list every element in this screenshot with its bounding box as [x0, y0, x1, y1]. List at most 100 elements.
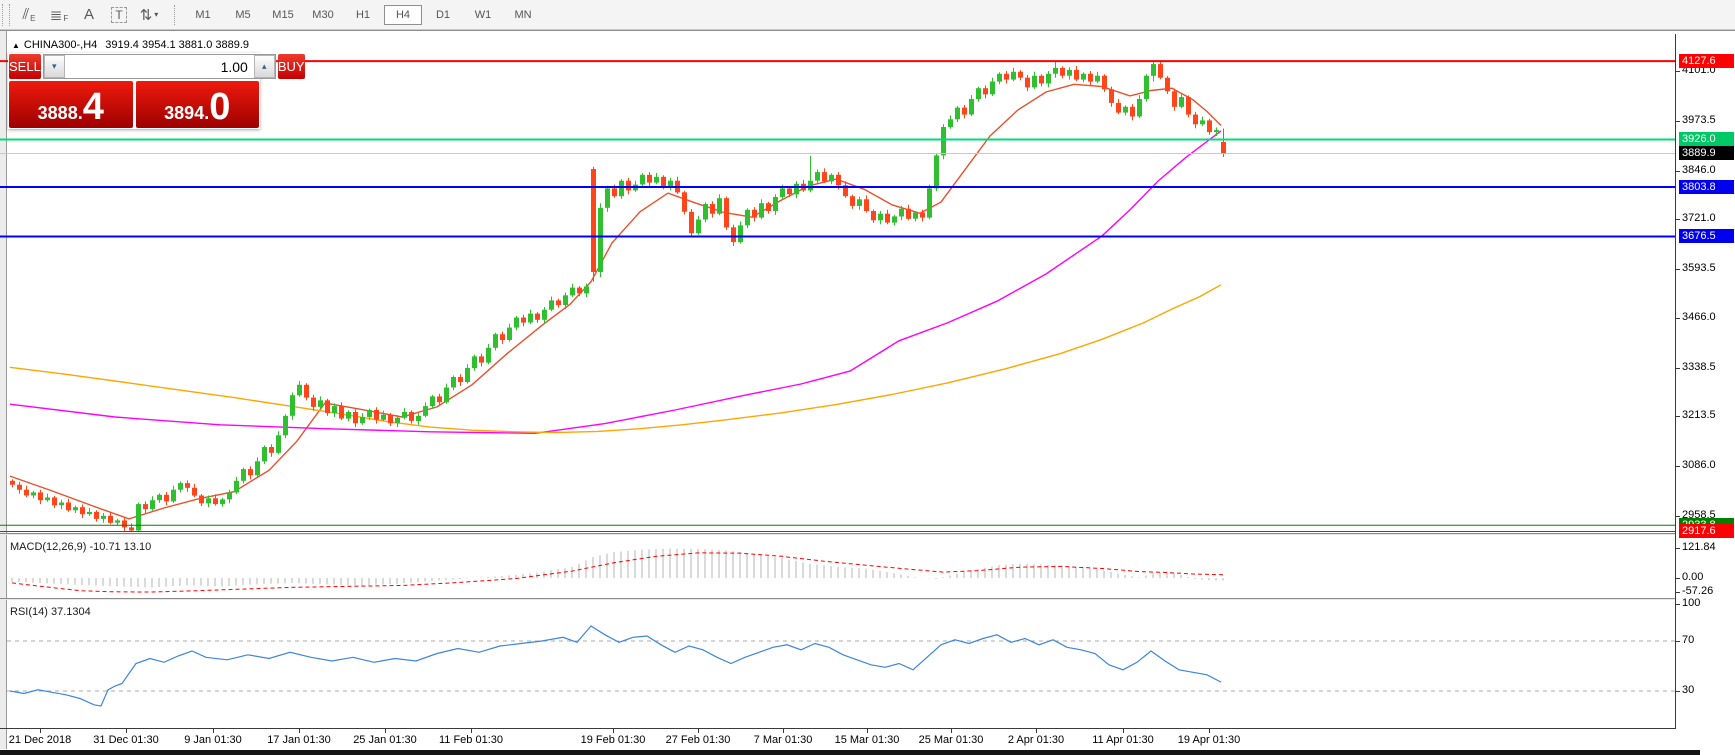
buy-button[interactable]: BUY [277, 54, 305, 79]
price-tick-label: 3973.5 [1682, 114, 1716, 126]
price-tick [1676, 269, 1680, 270]
price-tick [1676, 368, 1680, 369]
price-tick-label: 3593.5 [1682, 262, 1716, 274]
timeframe-button-H4[interactable]: H4 [384, 4, 422, 25]
price-tick [1676, 171, 1680, 172]
price-line-badge: 4127.6 [1679, 54, 1734, 68]
icon-subscript: E [30, 14, 36, 23]
date-label: 27 Feb 01:30 [665, 734, 731, 746]
caret-up-icon: ▴ [262, 61, 267, 71]
price-tick-label: 3466.0 [1682, 311, 1716, 323]
macd-pane-label: MACD(12,26,9) -10.71 13.10 [10, 541, 152, 553]
macd-histogram-layer [11, 548, 1224, 588]
date-tick [1123, 729, 1124, 733]
timeframe-button-M5[interactable]: M5 [235, 8, 251, 21]
timeframe-button-MN[interactable]: MN [514, 8, 532, 21]
date-tick [613, 729, 614, 733]
date-tick [385, 729, 386, 733]
collapse-triangle-icon[interactable]: ▲ [12, 41, 20, 50]
buy-price-display[interactable]: 3894. 0 [135, 81, 259, 128]
date-tick [1209, 729, 1210, 733]
sell-button[interactable]: SELL [9, 54, 41, 79]
date-tick [783, 729, 784, 733]
rsi-tick [1676, 691, 1680, 692]
slow-ma-line [9, 284, 1222, 434]
sell-price-display[interactable]: 3888. 4 [9, 81, 133, 128]
price-tick [1676, 71, 1680, 72]
arrange-arrows-icon[interactable]: ⇅ ▾ [134, 3, 164, 27]
horizontal-scrollbar[interactable] [0, 749, 1735, 755]
price-tick [1676, 219, 1680, 220]
scrollbar-thumb[interactable] [0, 750, 1700, 755]
pane-separator[interactable] [0, 533, 1675, 534]
rsi-tick-label: 100 [1682, 597, 1701, 609]
date-label: 2 Apr 01:30 [1007, 734, 1065, 746]
text-label-icon[interactable]: A [74, 3, 104, 27]
symbol-timeframe-label: CHINA300-,H4 [23, 39, 98, 51]
pane-separator-highlight [0, 534, 1675, 535]
macd-tick [1676, 592, 1680, 593]
date-tick [1036, 729, 1037, 733]
equidistant-channel-icon-glyph: ⫽ [22, 6, 30, 23]
macd-tick-label: 121.84 [1682, 541, 1716, 553]
timeframe-button-D1[interactable]: D1 [435, 8, 451, 21]
price-tick-label: 3338.5 [1682, 361, 1716, 373]
volume-stepper: ▾ ▴ [42, 54, 276, 79]
date-label: 15 Mar 01:30 [834, 734, 900, 746]
fibonacci-lines-icon[interactable]: ≣ F [44, 3, 74, 27]
date-label: 7 Mar 01:30 [753, 734, 813, 746]
date-label: 11 Feb 01:30 [438, 734, 504, 746]
price-line-badge: 3803.8 [1679, 180, 1734, 194]
price-tick [1676, 121, 1680, 122]
date-tick [951, 729, 952, 733]
timeframe-button-M1[interactable]: M1 [195, 8, 211, 21]
date-label: 21 Dec 2018 [8, 734, 72, 746]
ohlc-values: 3919.4 3954.1 3881.0 3889.9 [105, 39, 250, 51]
dropdown-caret-icon[interactable]: ▾ [154, 10, 159, 19]
date-label: 17 Jan 01:30 [267, 734, 331, 746]
price-line-badge: 3926.0 [1679, 132, 1734, 146]
volume-input[interactable] [64, 55, 254, 78]
price-tick-label: 3213.5 [1682, 409, 1716, 421]
rsi-line [9, 625, 1222, 707]
date-tick [698, 729, 699, 733]
toolbar: ⫽ E ≣ F A T ⇅ ▾ M1 M5 M15 M30 H1 H4 D1 W1 MN [0, 0, 1735, 30]
text-box-icon-glyph: T [111, 6, 127, 23]
pane-separator-highlight [0, 599, 1675, 600]
rsi-tick [1676, 604, 1680, 605]
price-tick-label: 3086.0 [1682, 459, 1716, 471]
main-chart-canvas[interactable] [0, 34, 1675, 532]
one-click-trading-panel: SELL ▾ ▴ BUY 3888.4 3894.0 [8, 53, 305, 129]
chart-window: ▲ CHINA300-,H4 3919.4 3954.1 3881.0 3889.9… [0, 30, 1735, 755]
date-label: 19 Apr 01:30 [1177, 734, 1241, 746]
toolbar-grip[interactable] [2, 3, 10, 26]
time-axis-line [0, 728, 1676, 729]
price-tick [1676, 318, 1680, 319]
drawing-tools-group: ⫽ E ≣ F A T ⇅ ▾ [14, 3, 164, 27]
pane-separator[interactable] [0, 598, 1675, 599]
timeframe-button-M30[interactable]: M30 [312, 8, 334, 21]
date-tick [471, 729, 472, 733]
timeframe-button-M15[interactable]: M15 [272, 8, 294, 21]
chart-title: ▲ CHINA300-,H4 3919.4 3954.1 3881.0 3889.9 [12, 39, 249, 51]
macd-canvas[interactable] [0, 538, 1675, 598]
moving-averages-layer [9, 83, 1222, 520]
rsi-tick-label: 30 [1682, 684, 1695, 696]
date-label: 19 Feb 01:30 [580, 734, 646, 746]
timeframe-button-H1[interactable]: H1 [355, 8, 371, 21]
timeframe-button-W1[interactable]: W1 [474, 8, 492, 21]
volume-increase-button[interactable]: ▴ [253, 55, 275, 78]
date-label: 25 Jan 01:30 [353, 734, 417, 746]
date-tick [213, 729, 214, 733]
rsi-pane-label: RSI(14) 37.1304 [10, 606, 91, 618]
rsi-tick [1676, 641, 1680, 642]
icon-subscript: F [63, 14, 69, 23]
rsi-canvas[interactable] [0, 602, 1675, 728]
equidistant-channel-icon[interactable]: ⫽ E [14, 3, 44, 27]
price-tick-label: 3721.0 [1682, 212, 1716, 224]
volume-decrease-button[interactable]: ▾ [43, 55, 65, 78]
text-box-icon[interactable]: T [104, 3, 134, 27]
date-tick [867, 729, 868, 733]
price-line-badge: 3676.5 [1679, 229, 1734, 243]
